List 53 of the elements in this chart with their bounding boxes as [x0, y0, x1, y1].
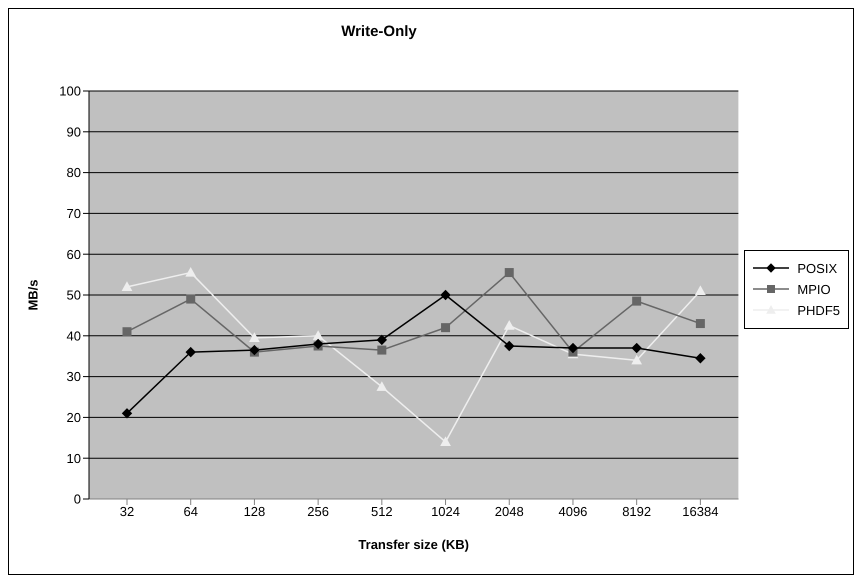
point: [440, 436, 451, 446]
x-axis-title: Transfer size (KB): [358, 537, 469, 552]
point: [632, 343, 642, 354]
x-tick-label: 512: [370, 504, 393, 520]
y-tick-label: 80: [66, 165, 81, 180]
point: [504, 341, 514, 351]
y-tick-label: 90: [66, 124, 81, 140]
point: [440, 290, 451, 300]
x-tick-label: 256: [307, 504, 329, 520]
point: [249, 345, 260, 356]
point: [313, 338, 324, 349]
y-tick-label: 40: [66, 328, 81, 344]
x-tick-label: 2048: [494, 504, 524, 520]
y-tick-label: 0: [74, 492, 81, 507]
point: [377, 346, 386, 355]
point: [441, 323, 450, 332]
x-tick-label: 128: [244, 504, 266, 520]
point: [632, 355, 642, 364]
x-tick-label: 64: [183, 504, 198, 520]
y-tick-label: 30: [66, 369, 81, 384]
y-tick-label: 50: [66, 288, 81, 303]
point: [695, 353, 706, 364]
chart-title: Write-Only: [340, 23, 418, 40]
legend-label: POSIX: [797, 260, 838, 276]
x-tick-label: 32: [120, 504, 134, 520]
point: [632, 296, 642, 306]
point: [504, 320, 514, 330]
legend-label: MPIO: [797, 282, 831, 296]
y-axis-title: MB/s: [26, 279, 41, 311]
y-tick-label: 70: [66, 206, 81, 222]
point: [695, 286, 706, 296]
point: [122, 408, 132, 418]
point: [313, 330, 324, 340]
point: [186, 268, 196, 277]
point: [376, 334, 387, 345]
x-tick-label: 16384: [682, 504, 718, 520]
x-tick-label: 4096: [558, 504, 588, 520]
x-tick-label: 1024: [431, 504, 460, 520]
point: [568, 343, 578, 354]
point: [186, 347, 196, 358]
point: [122, 327, 132, 336]
y-tick-label: 20: [66, 410, 81, 426]
y-tick-label: 100: [59, 84, 81, 99]
point: [504, 268, 514, 278]
point: [696, 319, 705, 328]
point: [249, 332, 260, 342]
y-tick-label: 10: [66, 450, 81, 466]
legend-label: PHDF5: [797, 302, 840, 318]
x-tick-label: 8192: [622, 504, 652, 520]
point: [186, 294, 196, 304]
point: [376, 382, 387, 391]
point: [122, 282, 132, 291]
y-tick-label: 60: [66, 246, 81, 262]
